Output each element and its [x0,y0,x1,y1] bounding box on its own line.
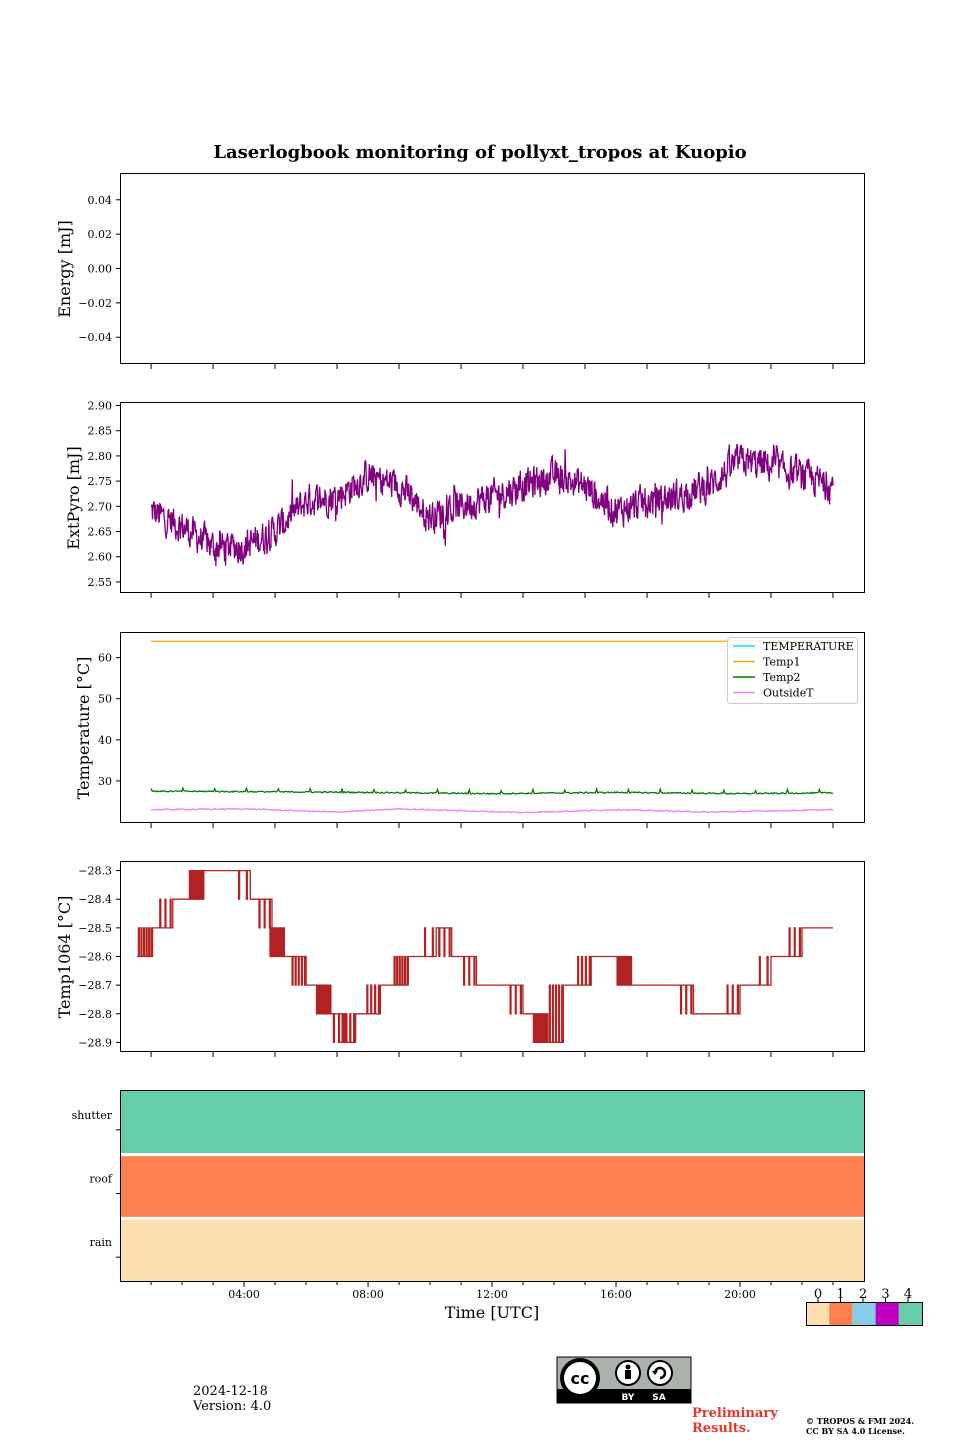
energy-y-ticks: 0.04 0.02 0.00 −0.02 −0.04 [78,194,121,344]
figure-title: Laserlogbook monitoring of pollyxt_tropo… [213,142,746,163]
y-tick-label: 2.75 [88,475,113,488]
y-tick-label: 30 [98,775,112,788]
cc-by-sa-badge: cc BY SA [556,1356,692,1404]
x-tick-label: 16:00 [600,1288,632,1301]
colorbar-tick-label: 1 [836,1287,844,1302]
legend-entry: Temp2 [763,671,800,684]
preliminary-line-2: Results. [692,1421,751,1436]
temp1064-x-ticks [150,1052,834,1057]
temperature-line-outsidet [150,807,834,814]
colorbar-swatch [806,1302,830,1325]
panel-temperature: 60 50 40 30 TEMPERATURE Temp1 Temp2 OutsideT T… [74,632,865,828]
by-label: BY [622,1393,635,1403]
panel-temp1064: −28.3 −28.4 −28.5 −28.6 −28.7 −28.8 −28.9 Temp… [55,861,865,1057]
legend-box [727,637,858,704]
x-tick-label: 12:00 [476,1288,508,1301]
temp1064-line [137,869,833,1044]
y-tick-label: 2.65 [88,526,113,539]
temp1064-ylabel: Temp1064 [°C] [55,896,74,1019]
panel-temp1064-frame [120,861,865,1052]
temp1064-series [137,869,833,1044]
status-row-label: roof [89,1173,113,1186]
y-tick-label: −0.02 [78,297,112,310]
y-tick-label: −28.7 [78,979,112,992]
panel-status: shutter roof rain 04:00 08:00 12:00 16:00 20:0… [72,1090,865,1322]
y-tick-label: 2.85 [88,425,113,438]
x-tick-label: 20:00 [724,1288,756,1301]
panel-energy-frame [120,173,865,364]
status-rows: shutter roof rain [72,1091,864,1282]
y-tick-label: −28.3 [78,865,112,878]
copyright-line-2: CC BY SA 4.0 License. [806,1426,905,1436]
y-tick-label: −28.5 [78,922,112,935]
y-tick-label: 50 [98,693,112,706]
temperature-ylabel: Temperature [°C] [74,657,93,800]
x-axis-label: Time [UTC] [445,1303,539,1322]
energy-x-ticks [150,364,834,369]
temperature-series [150,640,834,814]
y-tick-label: −0.04 [78,331,112,344]
extpyro-ylabel: ExtPyro [mJ] [64,446,83,549]
temp1064-y-ticks: −28.3 −28.4 −28.5 −28.6 −28.7 −28.8 −28.9 [78,865,121,1049]
copyright-line-1: © TROPOS & FMI 2024. [806,1416,915,1426]
y-tick-label: 40 [98,734,112,747]
preliminary-line-1: Preliminary [692,1406,778,1421]
status-row-shutter [121,1091,864,1155]
colorbar-tick-label: 2 [859,1287,867,1302]
y-tick-label: −28.8 [78,1008,112,1021]
version-label: Version: 4.0 [193,1399,272,1414]
colorbar-tick-label: 3 [881,1287,889,1302]
y-tick-label: 60 [98,652,112,665]
extpyro-line [150,443,834,567]
y-tick-label: −28.6 [78,951,112,964]
colorbar-swatch [875,1302,899,1325]
panel-status-frame [120,1090,865,1282]
x-tick-label: 04:00 [228,1288,260,1301]
y-tick-label: 2.80 [88,450,113,463]
legend-entry: TEMPERATURE [763,640,854,653]
legend-entry: OutsideT [763,687,814,700]
panel-energy: 0.04 0.02 0.00 −0.02 −0.04 Energy [mJ] [55,173,865,369]
extpyro-x-ticks [150,593,834,598]
status-x-ticks: 04:00 08:00 12:00 16:00 20:00 [150,1282,834,1301]
colorbar-frame [806,1302,923,1326]
colorbar-tick-label: 4 [904,1287,912,1302]
colorbar-swatch [898,1302,922,1325]
status-row-roof [121,1154,864,1219]
date-label: 2024-12-18 [193,1384,268,1399]
y-tick-label: −28.9 [78,1036,112,1049]
x-tick-label: 08:00 [352,1288,384,1301]
colorbar-swatch [829,1302,853,1325]
temperature-legend: TEMPERATURE Temp1 Temp2 OutsideT [727,637,858,704]
sa-icon [647,1360,673,1386]
legend-entry: Temp1 [763,656,800,669]
status-row-label: rain [90,1236,112,1249]
status-row-rain [121,1218,864,1282]
sa-label: SA [652,1393,665,1403]
status-row-label: shutter [72,1109,113,1122]
colorbar-swatch [852,1302,876,1325]
y-tick-label: 2.90 [88,400,113,413]
extpyro-series [150,443,834,567]
y-tick-label: 0.04 [88,194,113,207]
temperature-y-ticks: 60 50 40 30 [98,652,121,788]
panel-extpyro-frame [120,402,865,593]
y-tick-label: 0.02 [88,228,113,241]
y-tick-label: 2.60 [88,551,113,564]
temperature-x-ticks [150,823,834,828]
colorbar-tick-label: 0 [814,1287,822,1302]
panel-extpyro: 2.90 2.85 2.80 2.75 2.70 2.65 2.60 2.55 ExtPyro… [64,400,865,598]
energy-ylabel: Energy [mJ] [55,220,74,318]
y-tick-label: 2.70 [88,500,113,513]
y-tick-label: 0.00 [88,263,113,276]
svg-text:cc: cc [571,1369,590,1388]
temperature-line-temp2 [150,786,834,796]
y-tick-label: −28.4 [78,893,112,906]
y-tick-label: 2.55 [88,576,113,589]
extpyro-y-ticks: 2.90 2.85 2.80 2.75 2.70 2.65 2.60 2.55 [88,400,121,589]
